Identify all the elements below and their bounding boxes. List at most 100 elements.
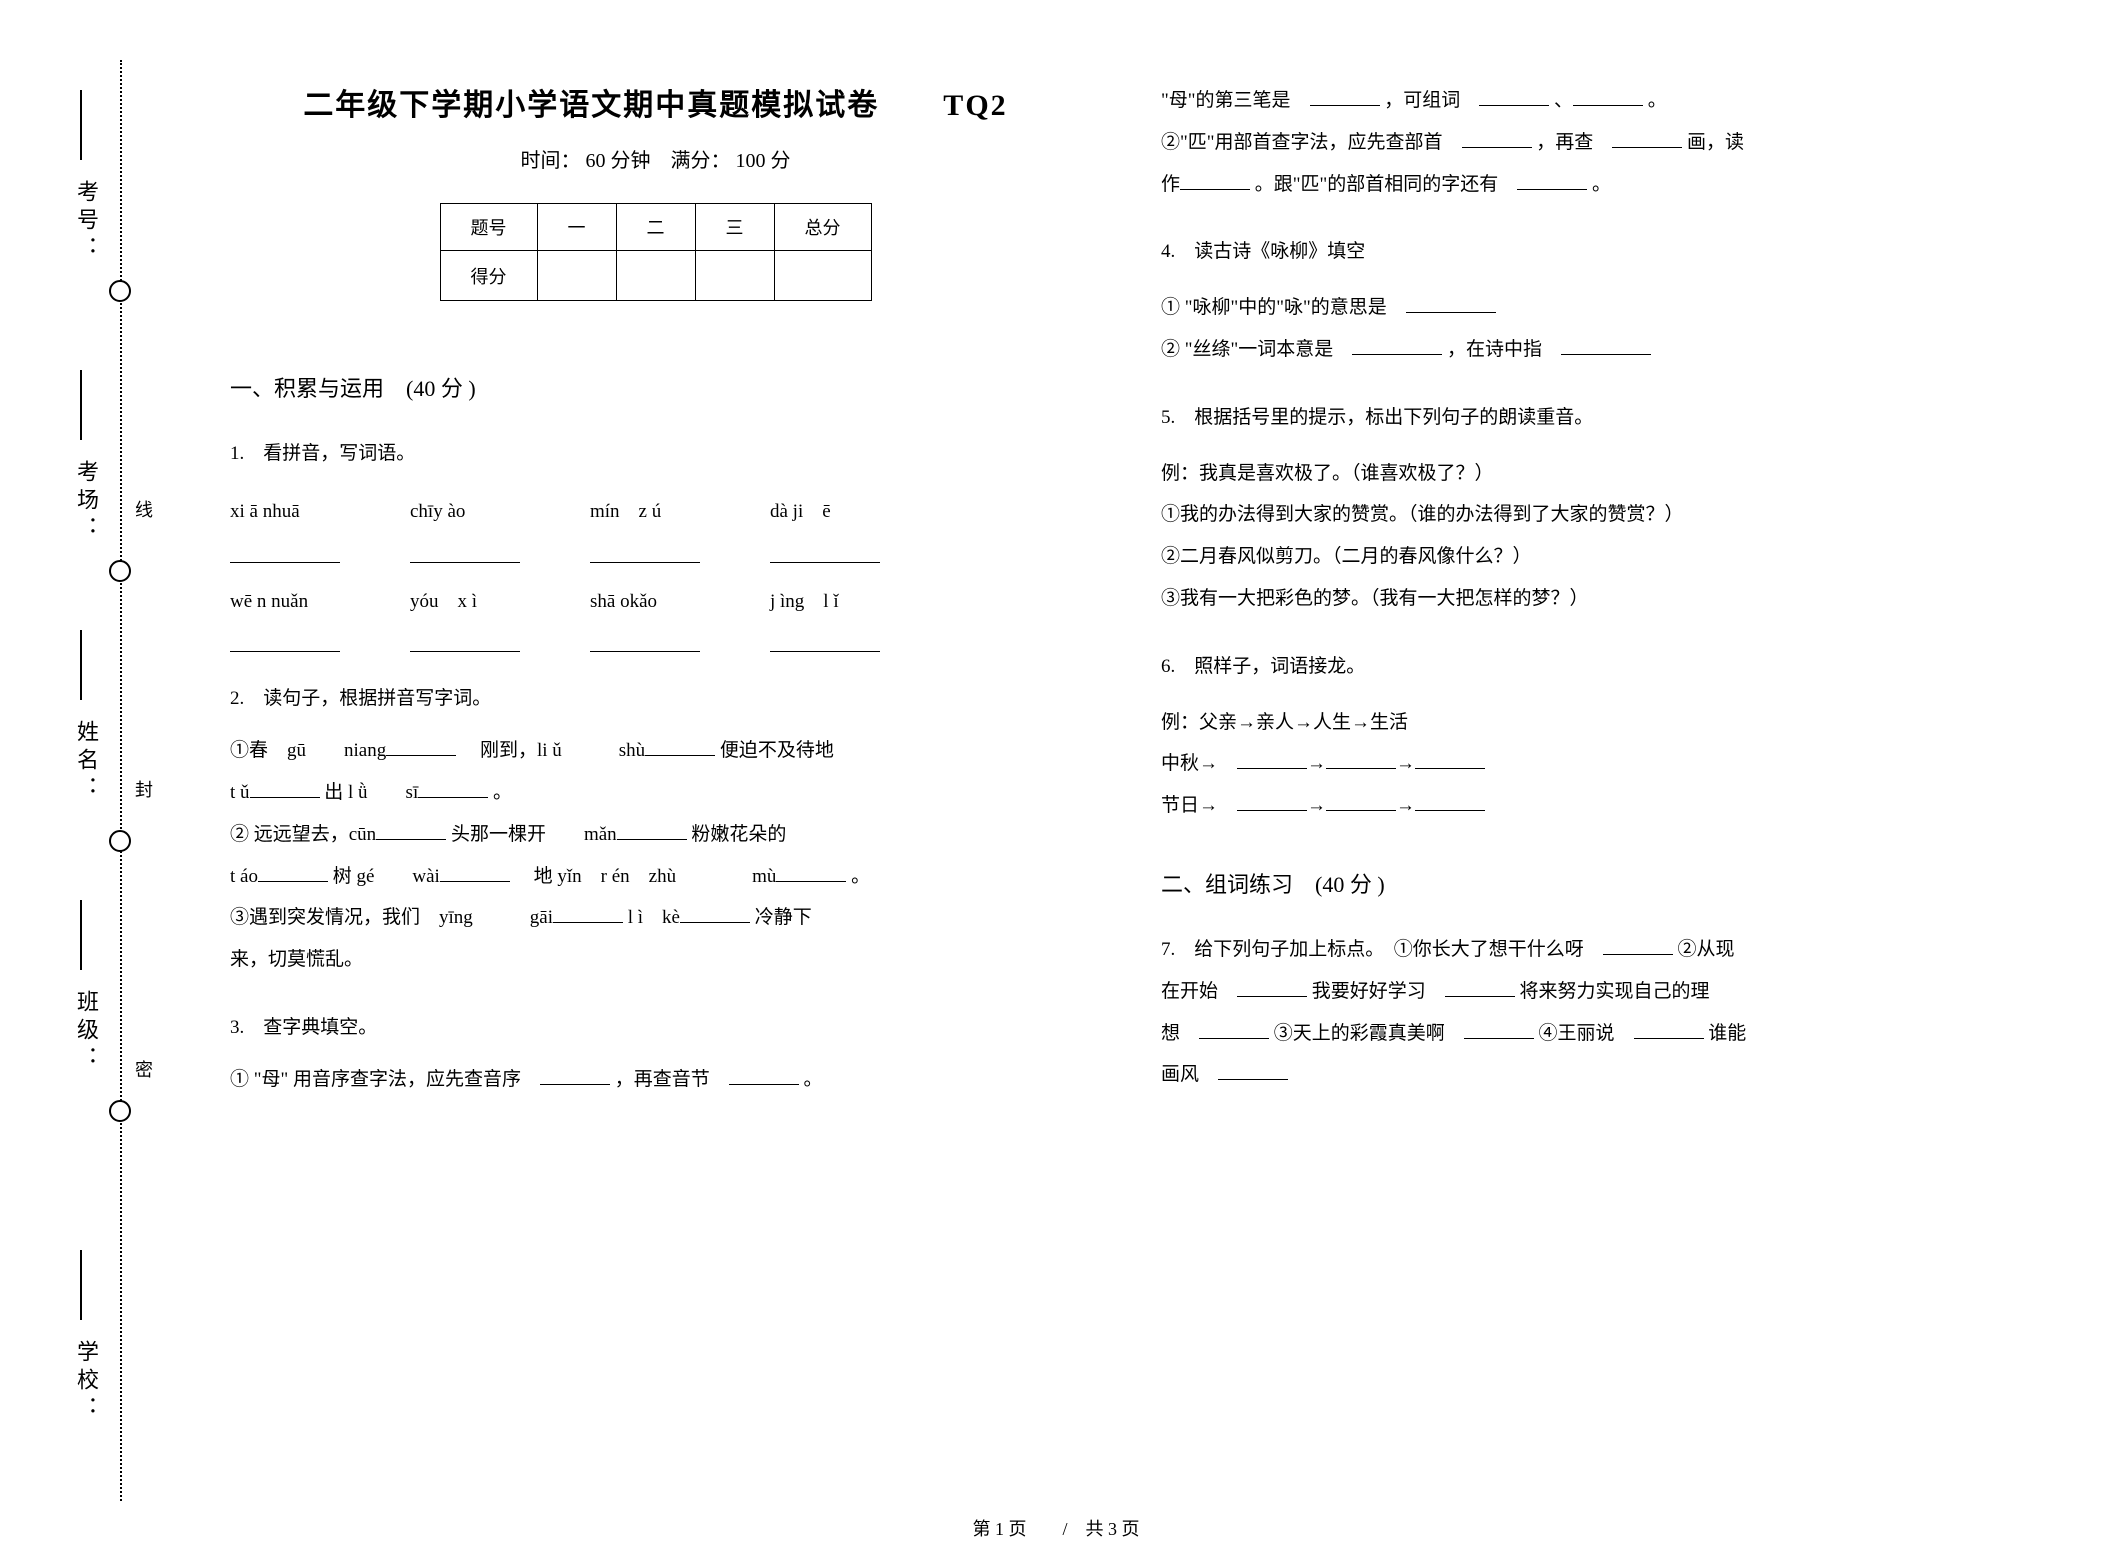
question-6: 6. 照样子，词语接龙。 例：父亲→亲人→人生→生活 中秋→ →→ 节日→ →→ xyxy=(1161,646,2012,827)
q-title: 5. 根据括号里的提示，标出下列句子的朗读重音。 xyxy=(1161,397,2012,439)
page-root: 考号： 考场： 姓名： 班级： 学校： 线 封 密 二年级下学期小学语文期中真题… xyxy=(0,0,2112,1561)
blank xyxy=(776,862,846,882)
blank xyxy=(553,903,623,923)
td xyxy=(774,251,871,301)
blank xyxy=(1218,1060,1288,1080)
blank xyxy=(1310,86,1380,106)
blank xyxy=(258,862,328,882)
left-column: 二年级下学期小学语文期中真题模拟试卷 TQ2 时间： 60 分钟 满分： 100… xyxy=(190,80,1121,1521)
blank xyxy=(540,1065,610,1085)
th: 三 xyxy=(695,204,774,251)
hole-icon xyxy=(109,1100,131,1122)
q-line: "母"的第三笔是 ，可组词 、 。 xyxy=(1161,80,2012,122)
q-line: ② 远远望去，cūn 头那一棵开 mǎn 粉嫩花朵的 xyxy=(230,814,1081,856)
blank xyxy=(1517,170,1587,190)
fold-line xyxy=(120,60,122,1501)
q-title: 4. 读古诗《咏柳》填空 xyxy=(1161,231,2012,273)
q-line: 例：父亲→亲人→人生→生活 xyxy=(1161,702,2012,744)
blank xyxy=(1561,335,1651,355)
th: 总分 xyxy=(774,204,871,251)
q-line: 在开始 我要好好学习 将来努力实现自己的理 xyxy=(1161,971,2012,1013)
binding-margin: 考号： 考场： 姓名： 班级： 学校： 线 封 密 xyxy=(0,0,150,1561)
blank xyxy=(680,903,750,923)
q-line: 节日→ →→ xyxy=(1161,785,2012,827)
question-7: 7. 给下列句子加上标点。 ①你长大了想干什么呀 ②从现 在开始 我要好好学习 … xyxy=(1161,929,2012,1096)
table-row: 得分 xyxy=(440,251,871,301)
th: 二 xyxy=(616,204,695,251)
blank-row xyxy=(230,628,1081,652)
blank xyxy=(1573,86,1643,106)
blank xyxy=(1603,935,1673,955)
q-line: ②"匹"用部首查字法，应先查部首 ，再查 画，读 xyxy=(1161,122,2012,164)
q-line: 作 。跟"匹"的部首相同的字还有 。 xyxy=(1161,164,2012,206)
section-heading: 二、组词练习 (40 分 ) xyxy=(1161,867,2012,899)
blank xyxy=(1464,1019,1534,1039)
blank xyxy=(1415,791,1485,811)
blank xyxy=(386,736,456,756)
field-school: 学校： xyxy=(70,1340,102,1424)
pinyin: dà ji ē xyxy=(770,491,880,533)
q-line: t áo 树 gé wài 地 yǐn r én zhù mù 。 xyxy=(230,856,1081,898)
underline xyxy=(80,900,82,970)
blank xyxy=(376,820,446,840)
question-3-cont: "母"的第三笔是 ，可组词 、 。 ②"匹"用部首查字法，应先查部首 ，再查 画… xyxy=(1161,80,2012,205)
th: 一 xyxy=(537,204,616,251)
underline xyxy=(80,90,82,160)
blank xyxy=(410,628,520,652)
th: 题号 xyxy=(440,204,537,251)
blank xyxy=(230,628,340,652)
pinyin: xi ā nhuā xyxy=(230,491,340,533)
q-title: 2. 读句子，根据拼音写字词。 xyxy=(230,678,1081,720)
q-line: 中秋→ →→ xyxy=(1161,743,2012,785)
blank xyxy=(418,778,488,798)
td: 得分 xyxy=(440,251,537,301)
seal-label: 封 xyxy=(130,780,156,798)
q-line: ③遇到突发情况，我们 yīng gāi l ì kè 冷静下 xyxy=(230,897,1081,939)
q-line: ②二月春风似剪刀。（二月的春风像什么？） xyxy=(1161,536,2012,578)
q-line: 想 ③天上的彩霞真美啊 ④王丽说 谁能 xyxy=(1161,1013,2012,1055)
q-line: 画风 xyxy=(1161,1054,2012,1096)
blank xyxy=(1406,293,1496,313)
td xyxy=(695,251,774,301)
q-title: 6. 照样子，词语接龙。 xyxy=(1161,646,2012,688)
td xyxy=(616,251,695,301)
page-footer: 第 1 页 / 共 3 页 xyxy=(0,1515,2112,1541)
q-line: ② "丝绦"一词本意是 ，在诗中指 xyxy=(1161,329,2012,371)
pinyin: shā okǎo xyxy=(590,581,700,623)
pinyin: mín z ú xyxy=(590,491,700,533)
blank xyxy=(250,778,320,798)
blank xyxy=(1445,977,1515,997)
q-line: ①我的办法得到大家的赞赏。（谁的办法得到了大家的赞赏？） xyxy=(1161,494,2012,536)
blank xyxy=(645,736,715,756)
blank xyxy=(1326,749,1396,769)
pinyin: wē n nuǎn xyxy=(230,581,340,623)
q-line: 例：我真是喜欢极了。（谁喜欢极了？） xyxy=(1161,453,2012,495)
score-table: 题号 一 二 三 总分 得分 xyxy=(440,203,872,301)
question-5: 5. 根据括号里的提示，标出下列句子的朗读重音。 例：我真是喜欢极了。（谁喜欢极… xyxy=(1161,397,2012,620)
blank xyxy=(1634,1019,1704,1039)
question-2: 2. 读句子，根据拼音写字词。 ①春 gū niang 刚到，li ǔ shù … xyxy=(230,678,1081,981)
blank xyxy=(1326,791,1396,811)
blank xyxy=(410,539,520,563)
pinyin: j ìng l ǐ xyxy=(770,581,880,623)
question-3: 3. 查字典填空。 ① "母" 用音序查字法，应先查音序 ，再查音节 。 xyxy=(230,1007,1081,1101)
hole-icon xyxy=(109,560,131,582)
q-title: 1. 看拼音，写词语。 xyxy=(230,433,1081,475)
pinyin-row: wē n nuǎn yóu x ì shā okǎo j ìng l ǐ xyxy=(230,581,1081,623)
blank xyxy=(770,539,880,563)
blank xyxy=(590,628,700,652)
q-line: ① "母" 用音序查字法，应先查音序 ，再查音节 。 xyxy=(230,1059,1081,1101)
exam-title: 二年级下学期小学语文期中真题模拟试卷 TQ2 xyxy=(230,80,1081,124)
blank xyxy=(590,539,700,563)
seal-label: 线 xyxy=(130,500,156,518)
q-line: 来，切莫慌乱。 xyxy=(230,939,1081,981)
question-1: 1. 看拼音，写词语。 xi ā nhuā chīy ào mín z ú dà… xyxy=(230,433,1081,652)
blank xyxy=(1237,791,1307,811)
blank xyxy=(1352,335,1442,355)
blank xyxy=(1612,128,1682,148)
blank xyxy=(1199,1019,1269,1039)
exam-subtitle: 时间： 60 分钟 满分： 100 分 xyxy=(230,144,1081,173)
q-line: t ǔ 出 l ǜ sī 。 xyxy=(230,772,1081,814)
q-line: ③我有一大把彩色的梦。（我有一大把怎样的梦？） xyxy=(1161,578,2012,620)
blank-row xyxy=(230,539,1081,563)
